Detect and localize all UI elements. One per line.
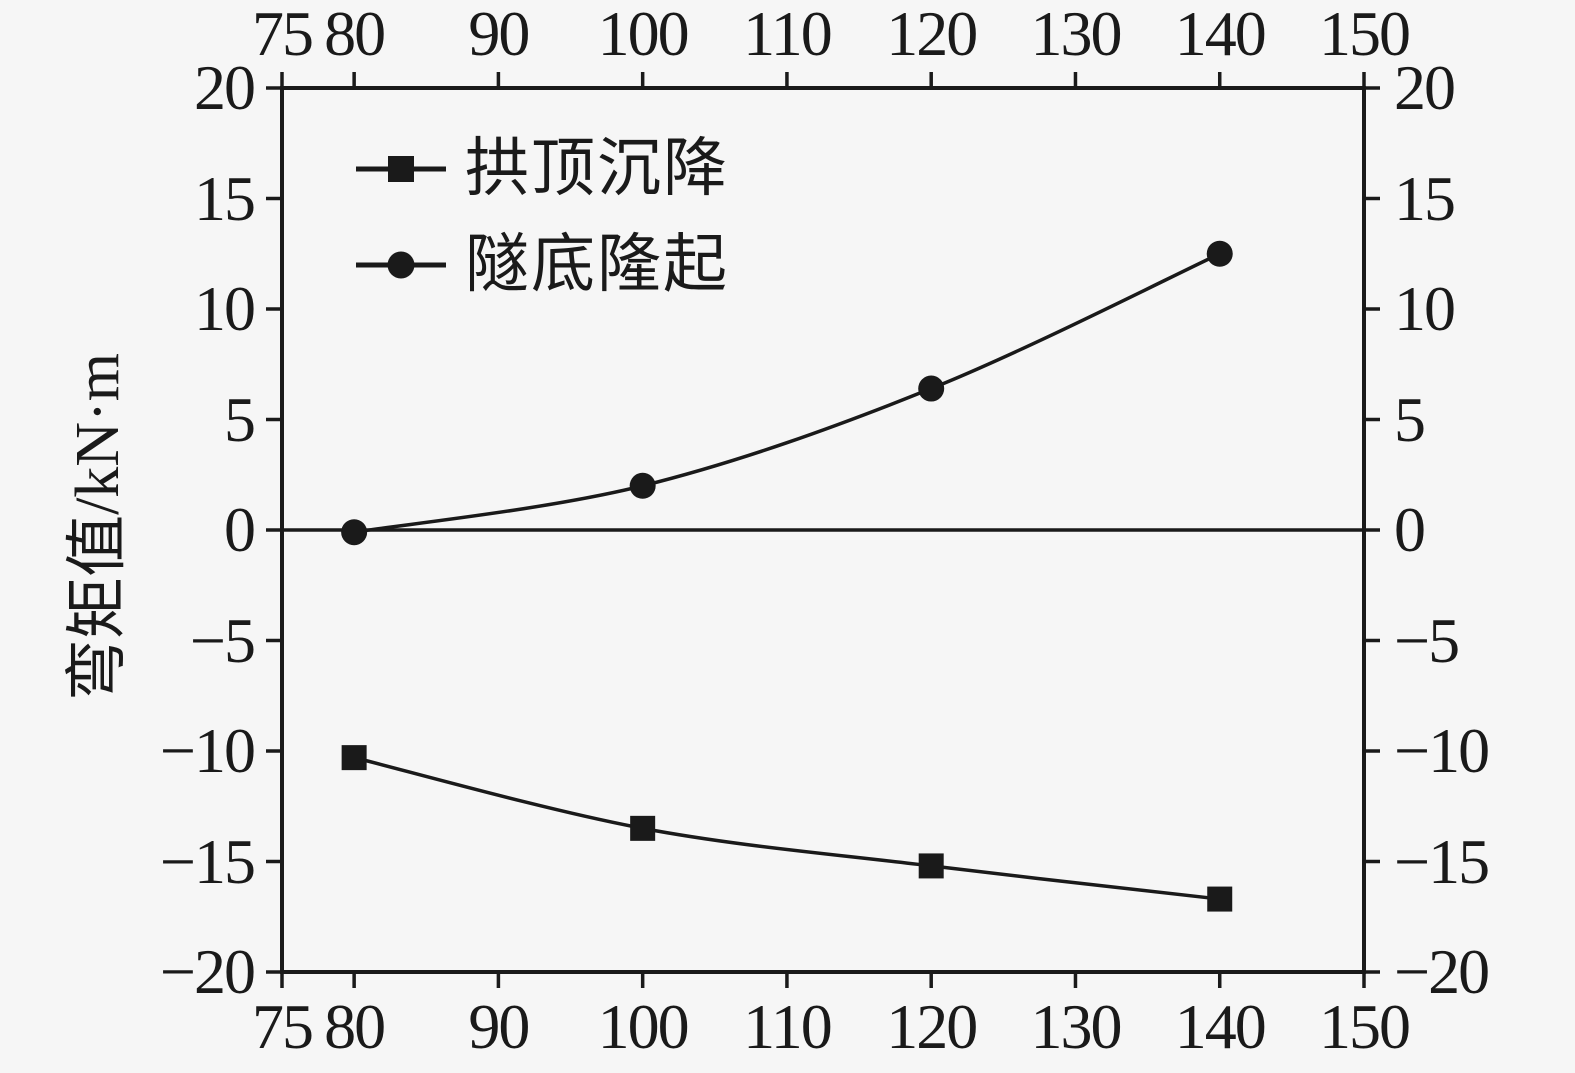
x-tick-label-top: 100 <box>597 0 690 69</box>
x-tick-label-bottom: 90 <box>468 991 530 1062</box>
x-tick-label-bottom: 75 <box>252 991 314 1062</box>
data-point-square-marker <box>341 745 367 771</box>
x-tick-label-top: 75 <box>252 0 314 69</box>
y-tick-label-left: 10 <box>194 273 256 344</box>
y-tick-label-right: −20 <box>1394 936 1490 1007</box>
data-point-circle-marker <box>341 519 368 546</box>
x-tick-label-top: 110 <box>743 0 833 69</box>
y-tick-label-left: 20 <box>194 52 256 123</box>
y-tick-label-left: −20 <box>159 936 256 1007</box>
data-point-square-marker <box>918 853 944 879</box>
x-tick-label-top: 140 <box>1174 0 1267 69</box>
x-tick-label-bottom: 100 <box>597 991 690 1062</box>
y-tick-label-left: −10 <box>159 715 256 786</box>
x-tick-label-bottom: 130 <box>1030 991 1122 1062</box>
x-tick-label-bottom: 110 <box>743 991 833 1062</box>
legend-marker-square-icon <box>356 156 446 182</box>
legend-label-gongding-chenjiang: 拱顶沉降 <box>465 133 729 204</box>
series-line-0 <box>353 755 1220 901</box>
y-tick-label-left: −15 <box>159 825 256 897</box>
x-tick-label-bottom: 150 <box>1319 991 1411 1062</box>
legend-item-suidi-longqi: 隧底隆起 <box>355 232 729 298</box>
y-tick-label-left: 5 <box>224 383 256 455</box>
legend-label-suidi-longqi: 隧底隆起 <box>465 229 729 300</box>
y-tick-label-left: 15 <box>194 162 256 234</box>
x-tick-label-bottom: 120 <box>886 991 978 1062</box>
y-tick-label-right: −15 <box>1394 825 1490 897</box>
y-tick-label-right: 20 <box>1394 52 1456 123</box>
legend-marker-circle-icon <box>356 251 446 279</box>
legend-item-gongding-chenjiang: 拱顶沉降 <box>355 136 729 202</box>
y-tick-label-right: 5 <box>1394 383 1426 455</box>
y-tick-label-left: 0 <box>224 494 256 565</box>
y-tick-label-left: −5 <box>189 604 256 676</box>
data-point-circle-marker <box>629 472 656 499</box>
x-tick-label-top: 90 <box>468 0 530 69</box>
x-tick-label-bottom: 140 <box>1174 991 1267 1062</box>
data-point-square-marker <box>630 815 656 841</box>
x-tick-label-bottom: 80 <box>324 991 386 1062</box>
y-tick-label-right: 0 <box>1394 494 1426 565</box>
series-line-1 <box>353 252 1221 534</box>
x-tick-label-top: 130 <box>1030 0 1122 69</box>
data-point-circle-marker <box>918 375 945 402</box>
x-tick-label-top: 150 <box>1319 0 1411 69</box>
legend: 拱顶沉降 隧底隆起 <box>355 136 729 298</box>
x-tick-label-top: 120 <box>886 0 978 69</box>
data-point-circle-marker <box>1206 240 1233 267</box>
data-point-square-marker <box>1207 886 1233 912</box>
x-tick-label-top: 80 <box>324 0 386 69</box>
y-tick-label-right: −10 <box>1394 715 1490 786</box>
y-tick-label-right: −5 <box>1394 604 1460 676</box>
y-tick-label-right: 15 <box>1394 162 1456 234</box>
y-tick-label-right: 10 <box>1394 273 1456 344</box>
